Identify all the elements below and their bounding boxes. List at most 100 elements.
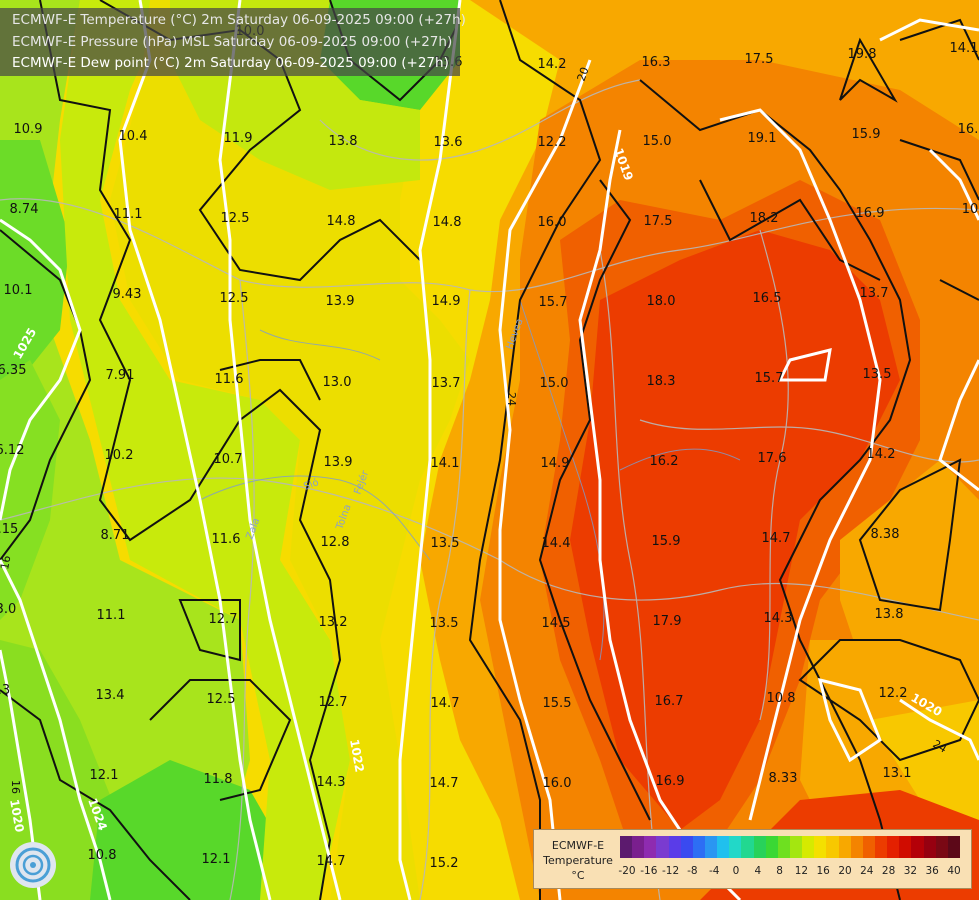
legend-swatch bbox=[935, 836, 948, 858]
legend-tick-label: 0 bbox=[732, 865, 740, 877]
dewpoint-value-label: 10.8 bbox=[767, 691, 796, 706]
legend-tick-label: 28 bbox=[881, 865, 896, 877]
dewpoint-value-label: 14.3 bbox=[317, 775, 346, 790]
isobar-label: 1020 bbox=[7, 798, 27, 833]
dewpoint-value-label: 13.8 bbox=[329, 134, 358, 149]
dewpoint-value-label: 16.7 bbox=[655, 694, 684, 709]
dewpoint-label: 16 bbox=[9, 780, 22, 794]
legend-tick-label: 40 bbox=[947, 865, 961, 877]
triangle-markers bbox=[839, 37, 898, 103]
dewpoint-value-label: 13.5 bbox=[863, 367, 892, 382]
dewpoint-value-label: 14.7 bbox=[430, 776, 459, 791]
dewpoint-label: 16 bbox=[0, 554, 13, 570]
dewpoint-value-label: 14.8 bbox=[433, 215, 462, 230]
dewpoint-value-label: 3.0 bbox=[0, 602, 16, 617]
dewpoint-value-label: 15.0 bbox=[643, 134, 672, 149]
legend-swatch bbox=[789, 836, 803, 858]
river-label: Sió bbox=[302, 476, 320, 492]
dewpoint-value-label: 11.9 bbox=[224, 131, 253, 146]
legend-swatch bbox=[729, 836, 742, 858]
dewpoint-value-label: 15.7 bbox=[539, 295, 568, 310]
dewpoint-value-label: 8.38 bbox=[871, 527, 900, 542]
dewpoint-value-label: 8.71 bbox=[101, 528, 130, 543]
dewpoint-title: ECMWF-E Dew point (°C) 2m Saturday 06-09… bbox=[12, 55, 449, 71]
legend-swatch bbox=[632, 836, 645, 858]
dewpoint-value-label: 16.0 bbox=[538, 215, 567, 230]
legend-color-bar bbox=[620, 836, 960, 858]
legend-swatch bbox=[887, 836, 900, 858]
legend-swatch bbox=[668, 836, 681, 858]
legend-tick-label: 8 bbox=[776, 865, 783, 877]
dewpoint-value-label: 9.43 bbox=[113, 287, 142, 302]
legend-swatch bbox=[850, 836, 863, 858]
dewpoint-value-label: 12.7 bbox=[209, 612, 238, 627]
dewpoint-value-label: 16.3 bbox=[642, 55, 671, 70]
dewpoint-value-label: 19.1 bbox=[748, 131, 777, 146]
dewpoint-labels: 20 24 16 16 24 bbox=[0, 65, 949, 794]
legend-swatch bbox=[862, 836, 875, 858]
dewpoint-value-label: 17.6 bbox=[758, 451, 787, 466]
legend-tick-label: -20 bbox=[618, 865, 636, 877]
dewpoint-value-label: 10.2 bbox=[105, 448, 134, 463]
dewpoint-value-label: 12.2 bbox=[879, 686, 908, 701]
legend-tick-label: 4 bbox=[754, 865, 762, 877]
legend-tick-label: 24 bbox=[860, 865, 874, 877]
dewpoint-value-label: 15.9 bbox=[652, 534, 681, 549]
dewpoint-value-label: 13.4 bbox=[96, 688, 125, 703]
legend-swatch bbox=[644, 836, 657, 858]
legend-tick-label: -8 bbox=[687, 865, 698, 877]
dewpoint-value-label: 14.9 bbox=[541, 456, 570, 471]
dewpoint-value-label: 16. bbox=[958, 122, 979, 137]
legend-swatch bbox=[656, 836, 669, 858]
dewpoint-value-label: 7.91 bbox=[106, 368, 135, 383]
dewpoint-value-label: 14.1 bbox=[431, 456, 460, 471]
dewpoint-value-label: 18.0 bbox=[647, 294, 676, 309]
dewpoint-value-label: 10.8 bbox=[88, 848, 117, 863]
dewpoint-label: 24 bbox=[505, 392, 518, 406]
dewpoint-value-label: 14.7 bbox=[317, 854, 346, 869]
legend-swatch bbox=[741, 836, 754, 858]
dewpoint-value-label: 14.3 bbox=[764, 611, 793, 626]
dewpoint-value-label: 6.12 bbox=[0, 443, 24, 458]
dewpoint-value-label: 13.7 bbox=[860, 286, 889, 301]
dewpoint-value-label: 15.9 bbox=[852, 127, 881, 142]
dewpoint-value-label: 11.1 bbox=[97, 608, 126, 623]
dewpoint-value-label: 15.2 bbox=[430, 856, 459, 871]
temperature-legend: ECMWF-E Temperature °C -20 -16 -12 -8 -4 0 4 8 1… bbox=[533, 829, 972, 889]
dewpoint-value-label: 12.7 bbox=[319, 695, 348, 710]
legend-swatch bbox=[765, 836, 778, 858]
dewpoint-value-label: 14.7 bbox=[762, 531, 791, 546]
legend-tick-label: 16 bbox=[816, 865, 830, 877]
dewpoint-value-label: 12.8 bbox=[321, 535, 350, 550]
dewpoint-value-label: 6.35 bbox=[0, 363, 26, 378]
dewpoint-value-label: 13.5 bbox=[431, 536, 460, 551]
dewpoint-value-label: 13.6 bbox=[434, 135, 463, 150]
dewpoint-value-label: 12.1 bbox=[90, 768, 119, 783]
legend-tick-label: 20 bbox=[838, 865, 852, 877]
dewpoint-value-label: 14.2 bbox=[538, 57, 567, 72]
dewpoint-value-label: 14.7 bbox=[431, 696, 460, 711]
dewpoint-value-label: 13.0 bbox=[323, 375, 352, 390]
dewpoint-value-label: 13.2 bbox=[319, 615, 348, 630]
dewpoint-value-label: 12.1 bbox=[202, 852, 231, 867]
dewpoint-value-label: 15.5 bbox=[543, 696, 572, 711]
legend-title: ECMWF-E Temperature °C bbox=[538, 838, 618, 883]
legend-tick-label: 32 bbox=[903, 865, 918, 877]
dewpoint-value-label: 10.9 bbox=[14, 122, 43, 137]
legend-title-model: ECMWF-E bbox=[551, 839, 605, 852]
dewpoint-value-label: 10.7 bbox=[214, 452, 243, 467]
dewpoint-value-label: 11.8 bbox=[204, 772, 233, 787]
dewpoint-value-label: 11.6 bbox=[215, 372, 244, 387]
legend-swatch bbox=[947, 836, 960, 858]
legend-tick-label: 12 bbox=[794, 865, 809, 877]
dewpoint-value-label: 13.9 bbox=[326, 294, 355, 309]
dewpoint-value-label: 12.5 bbox=[207, 692, 236, 707]
dewpoint-value-label: 10.1 bbox=[4, 283, 33, 298]
dewpoint-value-label: 11.6 bbox=[212, 532, 241, 547]
legend-swatch bbox=[777, 836, 790, 858]
dewpoint-value-label: 12.2 bbox=[538, 135, 567, 150]
legend-swatch bbox=[899, 836, 912, 858]
